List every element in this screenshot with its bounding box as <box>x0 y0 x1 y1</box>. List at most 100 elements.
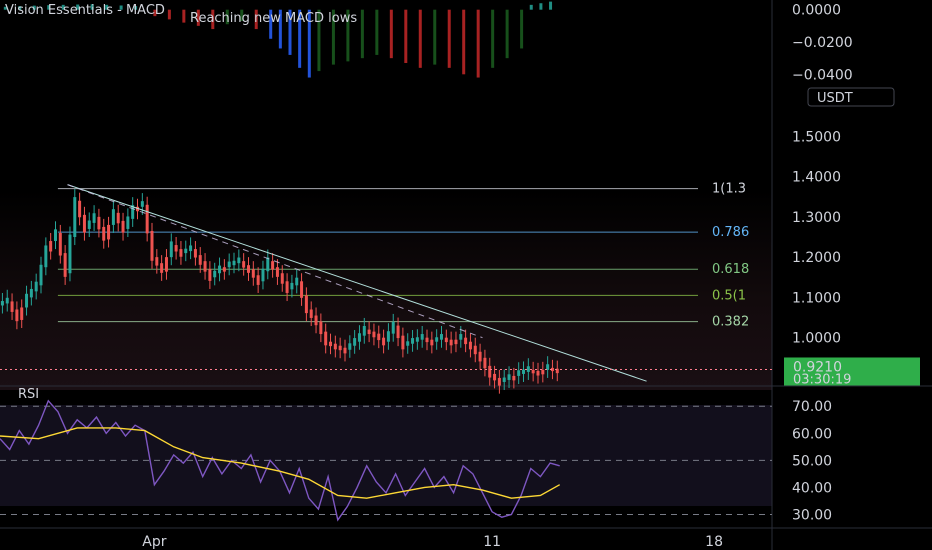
macd-bar <box>134 6 138 10</box>
candle-body <box>488 365 492 378</box>
macd-bar <box>549 1 553 10</box>
candle-body <box>483 357 487 369</box>
candle-body <box>536 370 540 376</box>
macd-bar <box>18 6 22 10</box>
candle-body <box>73 197 77 237</box>
candle-body <box>324 331 328 346</box>
candle-body <box>155 257 159 266</box>
candle-body <box>362 325 366 336</box>
time-tick-label: Apr <box>142 534 166 550</box>
candle-body <box>435 337 439 342</box>
candle-body <box>34 281 38 292</box>
candle-body <box>5 297 9 304</box>
candle-body <box>285 281 289 293</box>
candle-body <box>0 301 4 306</box>
rsi-title: RSI <box>18 387 39 402</box>
candle-body <box>15 309 19 322</box>
candle-body <box>218 265 222 274</box>
candle-body <box>401 335 405 350</box>
candle-body <box>97 216 101 230</box>
candle-body <box>411 338 415 344</box>
candle-body <box>111 209 115 225</box>
candle-body <box>116 212 120 224</box>
macd-bar <box>196 9 200 26</box>
candle-body <box>49 241 53 252</box>
candle-body <box>140 201 144 207</box>
candle-body <box>58 232 62 256</box>
candle-body <box>121 220 125 233</box>
candle-body <box>454 339 458 345</box>
candle-body <box>246 265 250 273</box>
candle-body <box>203 261 207 272</box>
candle-body <box>517 370 521 376</box>
price-tick-label: 1.2000 <box>792 250 841 266</box>
macd-bar <box>462 9 466 75</box>
currency-button[interactable]: USDT <box>807 87 895 107</box>
macd-bar <box>389 9 393 59</box>
price-tick-label: 1.5000 <box>792 129 841 145</box>
macd-bar <box>346 9 350 62</box>
candle-body <box>314 315 318 326</box>
candle-body <box>271 261 275 270</box>
rsi-band-fill <box>0 405 772 506</box>
candle-body <box>493 373 497 381</box>
fib-level-label: 0.5(1 <box>712 288 746 303</box>
macd-bar <box>317 9 321 72</box>
candle-body <box>343 347 347 354</box>
macd-bar <box>539 3 543 10</box>
candle-body <box>526 366 530 372</box>
candle-body <box>353 338 357 346</box>
candle-body <box>189 245 193 252</box>
candle-body <box>391 321 395 334</box>
candle-body <box>531 369 535 374</box>
candle-body <box>227 261 231 268</box>
fib-level-label: 1(1.3 <box>712 182 746 197</box>
candle-body <box>266 257 270 272</box>
candle-body <box>179 249 183 257</box>
candle-body <box>439 334 443 340</box>
candle-body <box>68 234 72 274</box>
candle-body <box>222 267 226 272</box>
macd-bar <box>447 9 451 68</box>
candle-body <box>160 263 164 273</box>
macd-bar <box>360 9 364 59</box>
macd-bar <box>298 9 302 68</box>
candle-body <box>53 229 57 242</box>
candle-body <box>329 341 333 347</box>
candle-body <box>232 260 236 266</box>
macd-tick-label: 0.0000 <box>792 3 841 19</box>
candle-body <box>541 369 545 375</box>
candle-body <box>377 333 381 341</box>
candle-body <box>478 351 482 362</box>
candle-body <box>164 257 168 272</box>
macd-bar <box>307 9 311 78</box>
candle-body <box>497 377 501 386</box>
price-tick-label: 1.1000 <box>792 290 841 306</box>
candle-body <box>92 213 96 223</box>
candle-body <box>420 334 424 340</box>
macd-bar <box>167 9 171 20</box>
candle-body <box>357 333 361 342</box>
currency-label: USDT <box>817 91 853 106</box>
macd-bar <box>153 9 157 17</box>
candle-body <box>348 343 352 350</box>
rsi-tick-label: 70.00 <box>792 399 832 415</box>
candle-body <box>304 295 308 314</box>
rsi-tick-label: 30.00 <box>792 507 832 523</box>
candle-body <box>319 321 323 335</box>
candle-body <box>237 257 241 264</box>
time-tick-label: 11 <box>483 534 501 550</box>
macd-bar <box>491 9 495 68</box>
candle-body <box>136 206 140 212</box>
candle-body <box>242 261 246 268</box>
candle-body <box>430 339 434 346</box>
candle-body <box>198 255 202 265</box>
candle-body <box>382 337 386 346</box>
candle-body <box>213 270 217 278</box>
candle-body <box>295 277 299 286</box>
candle-body <box>550 367 554 372</box>
macd-bar <box>32 5 36 10</box>
price-tick-label: 1.3000 <box>792 210 841 226</box>
fib-level-label: 0.618 <box>712 262 749 277</box>
candle-body <box>25 293 29 308</box>
